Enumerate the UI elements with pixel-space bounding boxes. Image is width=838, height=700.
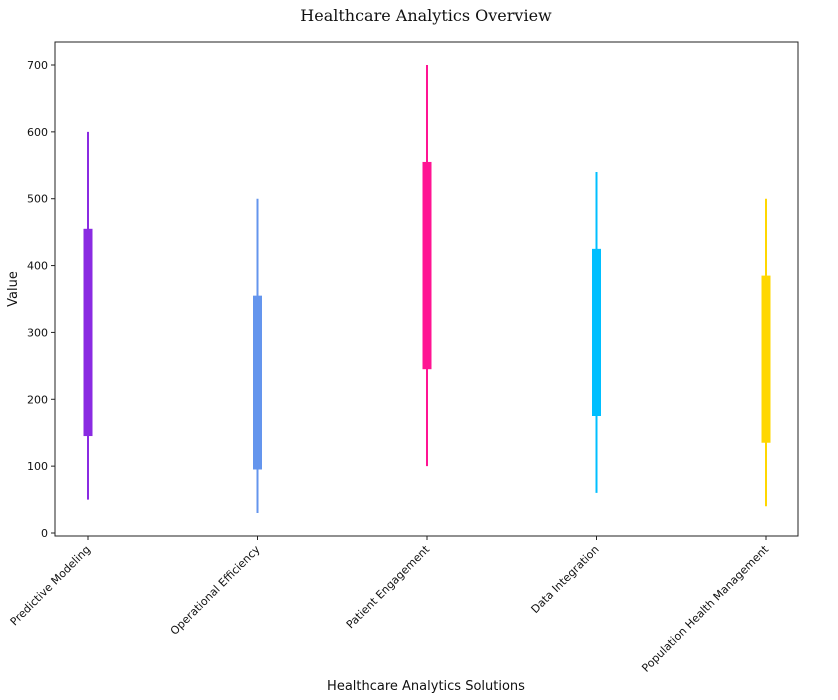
- y-tick-label: 500: [27, 193, 48, 206]
- y-tick-label: 0: [41, 527, 48, 540]
- range-item: [592, 171, 601, 493]
- range-bar: [592, 248, 601, 416]
- x-tick-label: Operational Efficiency: [168, 543, 263, 638]
- range-marks: [83, 65, 771, 513]
- y-axis-label: Value: [6, 271, 21, 307]
- range-bar: [253, 295, 262, 470]
- y-tick-label: 700: [27, 59, 48, 72]
- x-tick-label: Data Integration: [529, 543, 602, 616]
- range-item: [422, 65, 432, 467]
- x-tick-label: Patient Engagement: [344, 542, 433, 631]
- range-bar: [422, 161, 432, 370]
- y-tick-label: 100: [27, 460, 48, 473]
- chart-title: Healthcare Analytics Overview: [300, 6, 552, 25]
- y-tick-label: 400: [27, 260, 48, 273]
- y-tick-label: 200: [27, 393, 48, 406]
- x-tick-label: Population Health Management: [639, 542, 771, 674]
- range-item: [761, 198, 771, 507]
- x-axis-label: Healthcare Analytics Solutions: [327, 679, 525, 694]
- range-item: [253, 198, 262, 513]
- y-tick-label: 300: [27, 326, 48, 339]
- y-tick-label: 600: [27, 126, 48, 139]
- x-axis: Predictive Modeling Operational Efficienc…: [8, 536, 772, 675]
- y-axis: 0 100 200 300 400 500 600 700: [27, 59, 55, 540]
- range-bar: [83, 228, 93, 437]
- x-tick-label: Predictive Modeling: [8, 543, 93, 628]
- range-bar: [761, 275, 771, 443]
- range-item: [83, 131, 93, 500]
